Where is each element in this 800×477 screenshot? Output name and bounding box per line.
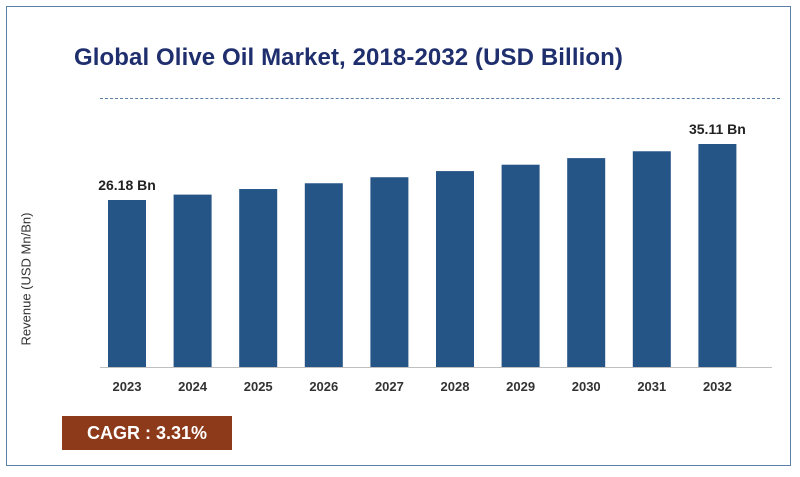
data-label-2032: 35.11 Bn [689,121,746,137]
x-tick-label: 2024 [178,379,208,394]
bar-2025 [239,189,278,367]
x-tick-label: 2026 [309,379,338,394]
bar-2023 [108,200,146,367]
bar-2028 [436,171,474,367]
cagr-badge: CAGR : 3.31% [62,416,232,450]
x-tick-label: 2023 [113,379,142,394]
bar-2032 [698,144,737,367]
bar-2027 [370,177,409,367]
data-label-2023: 26.18 Bn [98,177,156,193]
bar-2029 [501,164,540,367]
chart-title: Global Olive Oil Market, 2018-2032 (USD … [74,44,623,71]
x-tick-label: 2027 [375,379,404,394]
x-tick-label: 2025 [244,379,273,394]
bar-2031 [632,151,671,367]
x-tick-label: 2029 [506,379,535,394]
bar-2026 [304,183,343,367]
title-divider [100,98,780,99]
bar-2030 [567,158,606,367]
x-tick-label: 2030 [572,379,601,394]
x-tick-label: 2031 [637,379,666,394]
x-tick-label: 2028 [441,379,470,394]
x-tick-label: 2032 [703,379,732,394]
bar-2024 [173,194,212,367]
